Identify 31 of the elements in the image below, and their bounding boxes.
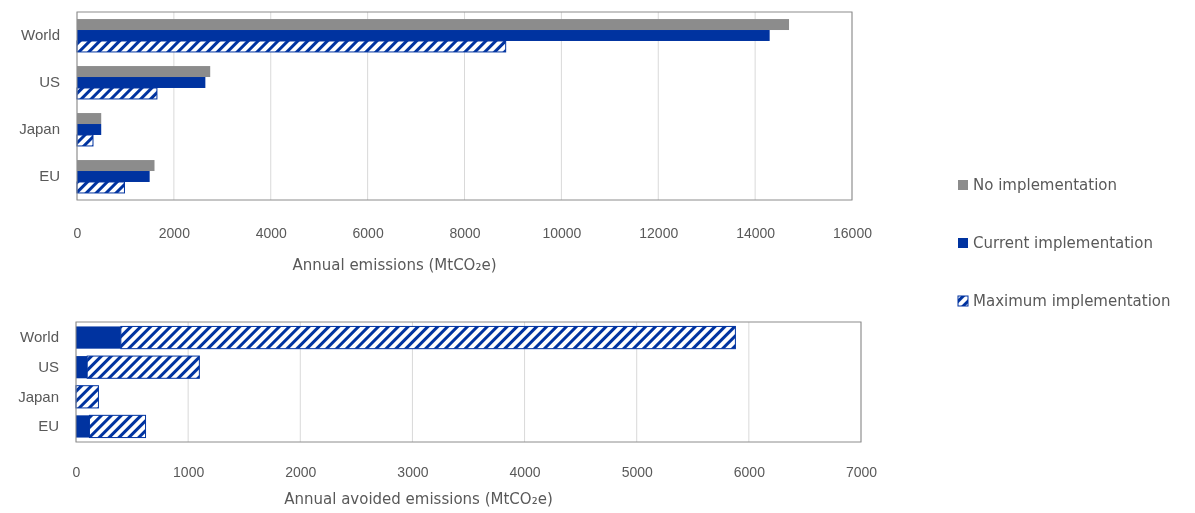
x-tick-label: 14000 <box>736 224 776 241</box>
y-tick-label: Japan <box>18 387 59 405</box>
y-tick-label: World <box>20 328 59 346</box>
x-tick-label: 4000 <box>509 463 541 480</box>
legend-label: No implementation <box>973 176 1118 194</box>
x-tick-label: 5000 <box>621 463 653 480</box>
legend-label: Current implementation <box>973 234 1153 252</box>
x-tick-label: 7000 <box>845 463 878 480</box>
y-tick-label: US <box>38 357 59 375</box>
x-tick-label: 8000 <box>449 224 481 241</box>
x-tick-label: 3000 <box>397 463 429 480</box>
y-tick-label: Japan <box>19 120 60 138</box>
x-tick-label: 2000 <box>158 224 191 241</box>
x-tick-label: 12000 <box>639 224 679 241</box>
x-tick-label: 10000 <box>542 224 582 241</box>
y-tick-label: EU <box>38 417 59 435</box>
x-tick-label: 1000 <box>173 463 205 480</box>
bar <box>75 385 99 409</box>
x-axis-title: Annual avoided emissions (MtCO₂e) <box>284 490 553 508</box>
x-tick-label: 6000 <box>352 224 384 241</box>
y-tick-label: US <box>39 73 60 91</box>
x-tick-label: 0 <box>73 224 82 241</box>
x-tick-label: 4000 <box>255 224 288 241</box>
x-axis-title: Annual emissions (MtCO₂e) <box>292 256 497 274</box>
x-tick-label: 0 <box>72 463 81 480</box>
y-tick-label: World <box>21 26 60 44</box>
x-tick-label: 16000 <box>833 224 873 241</box>
legend-label: Maximum implementation <box>973 292 1171 310</box>
y-tick-label: EU <box>39 167 60 185</box>
x-tick-label: 6000 <box>733 463 766 480</box>
x-tick-label: 2000 <box>285 463 317 480</box>
